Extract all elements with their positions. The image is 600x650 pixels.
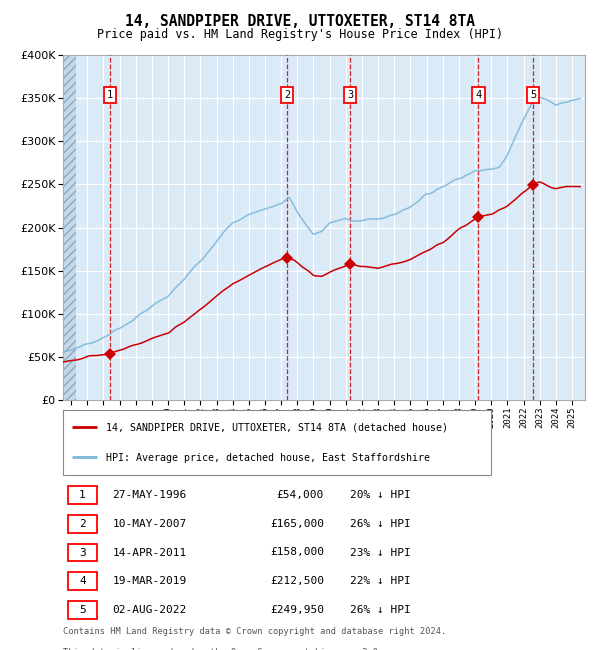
- Text: 10-MAY-2007: 10-MAY-2007: [113, 519, 187, 529]
- Text: 19-MAR-2019: 19-MAR-2019: [113, 576, 187, 586]
- Text: 5: 5: [79, 604, 86, 615]
- Text: 02-AUG-2022: 02-AUG-2022: [113, 604, 187, 615]
- Text: 3: 3: [347, 90, 353, 100]
- Text: 14, SANDPIPER DRIVE, UTTOXETER, ST14 8TA (detached house): 14, SANDPIPER DRIVE, UTTOXETER, ST14 8TA…: [106, 422, 448, 433]
- Text: 22% ↓ HPI: 22% ↓ HPI: [350, 576, 411, 586]
- FancyBboxPatch shape: [68, 572, 97, 590]
- Text: 23% ↓ HPI: 23% ↓ HPI: [350, 547, 411, 558]
- Text: 2: 2: [79, 519, 86, 529]
- Text: 4: 4: [79, 576, 86, 586]
- Text: £249,950: £249,950: [270, 604, 324, 615]
- Text: 1: 1: [107, 90, 113, 100]
- Text: 26% ↓ HPI: 26% ↓ HPI: [350, 604, 411, 615]
- Text: £165,000: £165,000: [270, 519, 324, 529]
- Bar: [63, 55, 76, 400]
- Text: 20% ↓ HPI: 20% ↓ HPI: [350, 490, 411, 501]
- Text: 14, SANDPIPER DRIVE, UTTOXETER, ST14 8TA: 14, SANDPIPER DRIVE, UTTOXETER, ST14 8TA: [125, 14, 475, 29]
- FancyBboxPatch shape: [63, 410, 491, 474]
- FancyBboxPatch shape: [68, 543, 97, 562]
- Text: £158,000: £158,000: [270, 547, 324, 558]
- Text: 2: 2: [284, 90, 290, 100]
- Text: 1: 1: [79, 490, 86, 501]
- Text: £54,000: £54,000: [277, 490, 324, 501]
- FancyBboxPatch shape: [68, 515, 97, 533]
- FancyBboxPatch shape: [68, 486, 97, 504]
- Text: 3: 3: [79, 547, 86, 558]
- Text: 14-APR-2011: 14-APR-2011: [113, 547, 187, 558]
- Text: 26% ↓ HPI: 26% ↓ HPI: [350, 519, 411, 529]
- Text: HPI: Average price, detached house, East Staffordshire: HPI: Average price, detached house, East…: [106, 452, 430, 463]
- Text: This data is licensed under the Open Government Licence v3.0.: This data is licensed under the Open Gov…: [63, 648, 383, 650]
- Text: Contains HM Land Registry data © Crown copyright and database right 2024.: Contains HM Land Registry data © Crown c…: [63, 627, 446, 636]
- Text: 5: 5: [530, 90, 536, 100]
- Text: Price paid vs. HM Land Registry's House Price Index (HPI): Price paid vs. HM Land Registry's House …: [97, 28, 503, 41]
- Text: 4: 4: [475, 90, 482, 100]
- FancyBboxPatch shape: [68, 601, 97, 619]
- Text: £212,500: £212,500: [270, 576, 324, 586]
- Text: 27-MAY-1996: 27-MAY-1996: [113, 490, 187, 501]
